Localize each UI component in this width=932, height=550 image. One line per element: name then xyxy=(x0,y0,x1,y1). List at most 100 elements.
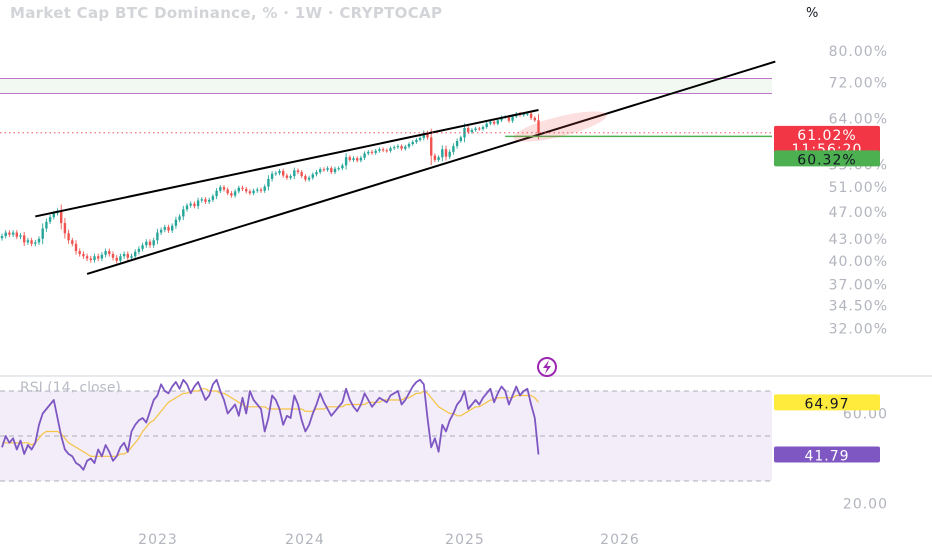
candle-body xyxy=(326,168,329,170)
price-scale-unit-button[interactable]: % xyxy=(806,6,819,21)
candle-body xyxy=(359,157,363,161)
candle-body xyxy=(256,189,259,191)
candle-body xyxy=(74,243,78,252)
lower-trendline[interactable] xyxy=(86,60,776,275)
candle-body xyxy=(448,151,451,157)
candle-body xyxy=(41,228,44,239)
candle-body xyxy=(78,251,81,255)
candle-body xyxy=(34,242,37,244)
candle-body xyxy=(122,254,126,257)
candle-body xyxy=(82,254,85,257)
candle-body xyxy=(404,146,407,149)
candle-body xyxy=(141,245,144,249)
candle-body xyxy=(444,149,448,157)
price-tick-label: 43.00% xyxy=(829,232,888,248)
candle-body xyxy=(252,190,255,194)
time-axis[interactable]: 2023 2024 2025 2026 xyxy=(138,532,640,548)
candle-body xyxy=(204,199,207,202)
upper-trendline[interactable] xyxy=(35,108,539,218)
time-tick-label: 2023 xyxy=(138,532,178,548)
candle-body xyxy=(352,158,355,160)
candle-body xyxy=(315,172,318,175)
candle-body xyxy=(304,176,307,180)
candle-body xyxy=(104,251,107,255)
candle-body xyxy=(148,241,152,246)
candle-body xyxy=(296,170,300,173)
lightning-icon[interactable] xyxy=(537,357,557,377)
rsi-value-badge xyxy=(774,446,880,463)
price-tick-label: 32.00% xyxy=(829,321,888,337)
candlestick-series xyxy=(0,111,540,264)
candle-body xyxy=(274,173,277,175)
candle-body xyxy=(60,210,63,224)
candle-body xyxy=(8,232,11,235)
candle-body xyxy=(259,189,263,191)
candle-body xyxy=(174,219,178,226)
candle-body xyxy=(426,132,429,138)
candle-body xyxy=(526,113,529,115)
candle-body xyxy=(374,150,377,153)
candle-body xyxy=(407,144,411,147)
candle-body xyxy=(393,147,396,149)
candle-body xyxy=(307,177,311,180)
candle-body xyxy=(85,256,89,259)
time-tick-label: 2024 xyxy=(285,532,325,548)
candle-body xyxy=(422,132,425,138)
candle-body xyxy=(178,216,181,220)
candle-body xyxy=(507,116,511,121)
candle-body xyxy=(108,251,111,255)
candle-body xyxy=(23,235,26,243)
rsi-panel[interactable]: 60.00 20.00 xyxy=(0,375,932,513)
candle-body xyxy=(196,200,200,207)
candle-body xyxy=(215,190,218,197)
candle-body xyxy=(293,170,296,177)
candle-body xyxy=(496,120,499,124)
candle-body xyxy=(245,188,248,192)
candle-body xyxy=(52,213,55,218)
price-tick-label: 51.00% xyxy=(829,180,888,196)
candle-body xyxy=(467,127,470,132)
candle-body xyxy=(211,196,215,200)
candle-body xyxy=(97,256,100,259)
candle-body xyxy=(45,221,48,229)
support-price-badge xyxy=(774,150,880,167)
price-tick-label: 64.00% xyxy=(829,111,888,127)
candle-body xyxy=(452,146,455,152)
candle-body xyxy=(93,256,96,261)
lightning-icon-bolt xyxy=(543,360,551,374)
candle-body xyxy=(481,127,485,129)
candle-body xyxy=(4,232,7,237)
candle-body xyxy=(300,172,303,177)
breakdown-highlight xyxy=(513,111,607,142)
trendlines[interactable] xyxy=(35,60,776,275)
candle-body xyxy=(233,191,237,196)
rsi-line xyxy=(1,378,540,471)
price-axis[interactable]: 80.00%72.00%64.00%55.00%51.00%47.00%43.0… xyxy=(829,44,888,338)
candle-body xyxy=(0,236,4,239)
candle-body xyxy=(278,170,281,174)
candle-body xyxy=(367,151,370,154)
candle-body xyxy=(333,168,337,173)
candle-body xyxy=(182,209,185,217)
candle-body xyxy=(222,187,226,190)
candle-body xyxy=(322,169,326,171)
resistance-zone-fill xyxy=(0,78,772,94)
candle-body xyxy=(48,217,52,222)
candle-body xyxy=(219,187,222,191)
candle-body xyxy=(230,193,233,196)
candle-body xyxy=(455,140,459,147)
candle-body xyxy=(437,157,440,160)
rsi-value-badge-text: 41.79 xyxy=(804,448,849,464)
candle-body xyxy=(381,149,385,151)
candle-body xyxy=(270,173,274,179)
candle-body xyxy=(285,175,289,178)
candle-body xyxy=(529,113,533,118)
candle-body xyxy=(433,155,437,160)
candle-body xyxy=(341,165,344,169)
candle-body xyxy=(30,240,33,244)
candle-body xyxy=(511,116,514,121)
price-tick-label: 80.00% xyxy=(829,44,888,60)
candle-body xyxy=(289,176,292,178)
candle-body xyxy=(189,203,192,206)
